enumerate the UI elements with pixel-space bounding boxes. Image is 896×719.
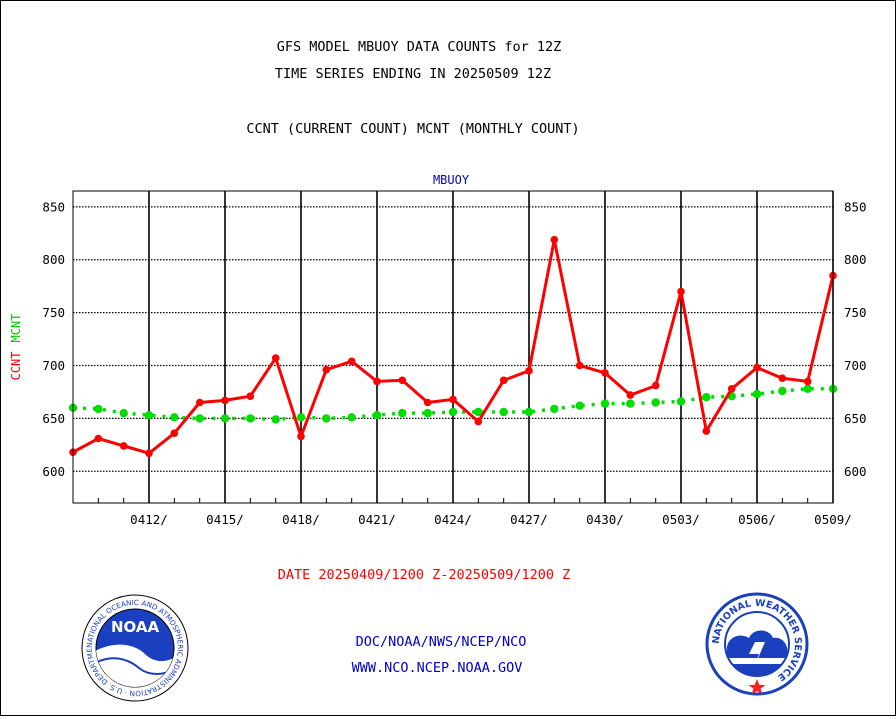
data-point-mcnt (322, 414, 331, 423)
data-point-ccnt (271, 354, 280, 362)
y-tick-label-left: 800 (42, 252, 65, 267)
series-ccnt (69, 235, 837, 458)
y-axis-title-ccnt: CCNT (9, 352, 23, 381)
data-point-mcnt (803, 384, 812, 393)
data-point-ccnt (398, 376, 407, 385)
y-axis-title: CCNT MCNT (9, 314, 23, 381)
data-point-mcnt (702, 393, 711, 402)
data-point-mcnt (94, 404, 103, 414)
y-tick-label-left: 850 (42, 199, 65, 214)
data-point-mcnt (170, 413, 179, 422)
data-point-mcnt (676, 397, 686, 406)
noaa-logo: NOAA NATIONAL OCEANIC AND ATMOSPHERIC AD… (81, 594, 189, 702)
data-point-mcnt (271, 415, 280, 424)
data-point-ccnt (778, 374, 787, 383)
x-tick-label: 0412/ (130, 512, 168, 527)
data-point-ccnt (474, 417, 483, 426)
y-tick-label-right: 600 (844, 464, 867, 479)
data-point-mcnt (651, 398, 660, 407)
y-tick-label-right: 850 (844, 199, 867, 214)
chart-title-line1: GFS MODEL MBUOY DATA COUNTS for 12Z (277, 39, 561, 55)
grid-layer (73, 191, 834, 503)
data-point-ccnt (246, 392, 255, 401)
data-point-mcnt (398, 408, 407, 418)
y-tick-label-left: 750 (42, 305, 65, 320)
data-point-mcnt (575, 401, 584, 410)
plot-label: MBUOY (433, 173, 470, 187)
data-point-ccnt (373, 377, 381, 386)
data-point-ccnt (601, 369, 609, 377)
data-point-mcnt (524, 407, 534, 417)
x-tick-label: 0421/ (358, 512, 396, 527)
x-tick-label: 0424/ (434, 512, 472, 527)
data-point-mcnt (296, 413, 306, 422)
data-point-ccnt (322, 365, 331, 374)
star-icon (748, 679, 766, 695)
data-point-ccnt (677, 287, 685, 296)
link-site[interactable]: WWW.NCO.NCEP.NOAA.GOV (352, 660, 523, 676)
date-range: DATE 20250409/1200 Z-20250509/1200 Z (278, 567, 571, 583)
data-point-mcnt (423, 408, 432, 418)
data-point-mcnt (626, 399, 635, 408)
y-tick-label-right: 700 (844, 358, 867, 373)
data-point-ccnt (94, 434, 103, 443)
data-point-mcnt (372, 411, 382, 420)
x-tick-label: 0509/ (814, 512, 852, 527)
x-tick-label: 0427/ (510, 512, 548, 527)
data-point-mcnt (474, 407, 483, 417)
y-tick-label-left: 600 (42, 464, 65, 479)
data-point-ccnt (626, 391, 635, 399)
chart-subtitle: CCNT (CURRENT COUNT) MCNT (MONTHLY COUNT… (246, 121, 579, 137)
data-point-mcnt (246, 414, 255, 423)
data-point-mcnt (448, 407, 458, 417)
data-point-ccnt (347, 357, 356, 366)
y-tick-label-right: 800 (844, 252, 867, 267)
y-axis-title-mcnt: MCNT (9, 314, 23, 343)
data-point-mcnt (499, 407, 508, 417)
data-point-ccnt (702, 427, 711, 435)
link-org[interactable]: DOC/NOAA/NWS/NCEP/NCO (356, 634, 527, 650)
data-point-mcnt (550, 404, 559, 414)
data-point-ccnt (221, 396, 229, 405)
data-point-ccnt (753, 363, 761, 372)
data-point-ccnt (651, 381, 660, 390)
data-point-ccnt (297, 432, 305, 441)
tick-layer: 600 600 650 650 700 700 750 750 800 800 850 850 0412… (42, 199, 866, 527)
y-tick-label-right: 750 (844, 305, 867, 320)
x-tick-label: 0430/ (586, 512, 624, 527)
data-point-mcnt (220, 414, 230, 423)
data-point-mcnt (600, 399, 610, 408)
series-mcnt (68, 384, 838, 424)
y-tick-label-right: 650 (844, 411, 867, 426)
y-tick-label-left: 650 (42, 411, 65, 426)
data-point-ccnt (449, 395, 457, 404)
data-point-ccnt (423, 398, 432, 407)
data-point-mcnt (778, 386, 787, 396)
data-point-ccnt (550, 235, 559, 244)
x-tick-label: 0503/ (662, 512, 700, 527)
x-tick-label: 0418/ (282, 512, 320, 527)
data-point-mcnt (119, 408, 128, 418)
data-point-mcnt (752, 389, 762, 399)
nws-logo: NATIONAL WEATHER SERVICE (705, 592, 809, 696)
x-tick-label: 0506/ (738, 512, 776, 527)
data-point-ccnt (525, 367, 533, 375)
data-point-ccnt (195, 398, 204, 407)
chart-title-line2: TIME SERIES ENDING IN 20250509 12Z (275, 66, 551, 82)
x-tick-label: 0415/ (206, 512, 244, 527)
data-point-mcnt (347, 413, 356, 422)
data-point-ccnt (727, 385, 736, 393)
data-point-ccnt (575, 361, 584, 370)
noaa-logo-text: NOAA (111, 618, 160, 636)
data-point-ccnt (499, 376, 508, 385)
data-point-ccnt (119, 442, 128, 450)
data-point-ccnt (803, 377, 812, 386)
data-point-mcnt (195, 414, 204, 423)
data-point-ccnt (145, 449, 153, 458)
y-tick-label-left: 700 (42, 358, 65, 373)
data-point-mcnt (144, 411, 154, 420)
data-point-ccnt (170, 429, 179, 438)
